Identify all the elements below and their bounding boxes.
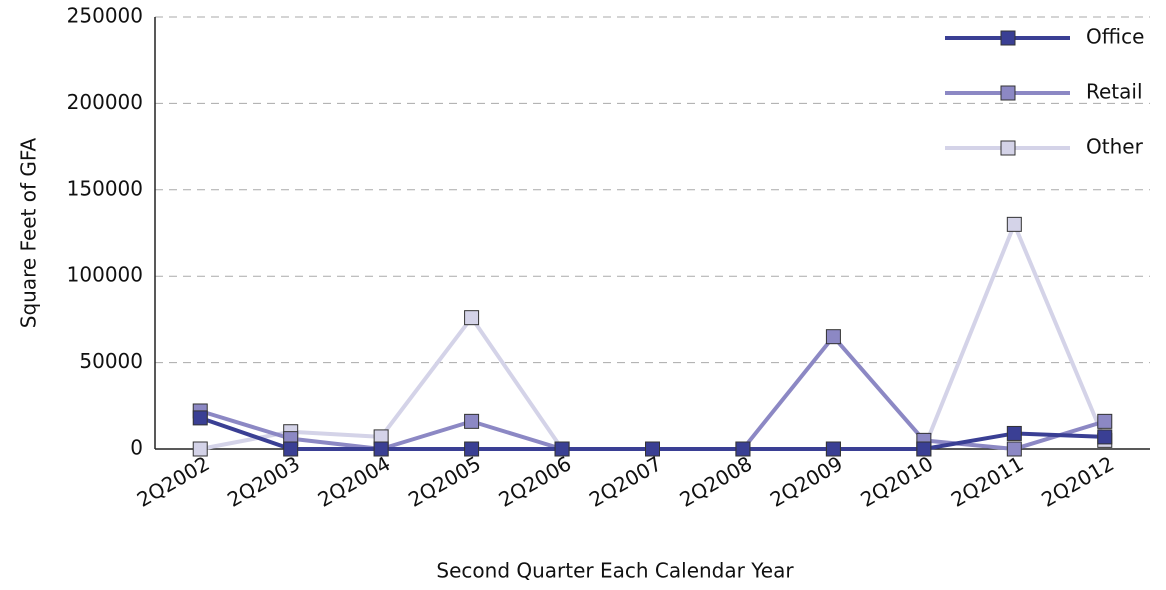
x-tick-label: 2Q2005	[404, 451, 485, 511]
x-tick-label: 2Q2010	[856, 451, 937, 511]
series-line	[199, 222, 1107, 451]
x-tick-label: 2Q2003	[223, 451, 304, 511]
point-marker	[645, 441, 660, 457]
legend-marker	[1000, 85, 1016, 101]
point-marker	[192, 441, 208, 457]
x-tick-label: 2Q2007	[585, 451, 666, 511]
x-tick-label: 2Q2008	[675, 451, 756, 511]
legend-label: Office	[1086, 25, 1144, 49]
point-marker	[1006, 441, 1022, 457]
point-marker	[1097, 429, 1113, 445]
legend-marker	[1000, 30, 1016, 46]
y-tick-label: 100000	[67, 263, 143, 287]
y-tick-label: 150000	[67, 176, 143, 200]
series-line	[199, 334, 1106, 451]
x-tick-label: 2Q2004	[314, 451, 395, 511]
x-axis-title: Second Quarter Each Calendar Year	[436, 559, 794, 583]
legend-marker	[1000, 140, 1016, 156]
point-marker	[1006, 425, 1022, 441]
point-marker	[825, 441, 841, 457]
y-tick-label: 250000	[67, 4, 143, 28]
legend-label: Other	[1086, 135, 1144, 159]
point-marker	[464, 441, 480, 457]
legend-label: Retail	[1086, 80, 1143, 104]
point-marker	[825, 329, 841, 345]
y-tick-label: 200000	[67, 90, 143, 114]
y-tick-label: 0	[130, 436, 143, 460]
x-tick-label: 2Q2012	[1037, 451, 1118, 511]
point-marker	[735, 441, 751, 457]
y-axis-title: Square Feet of GFA	[17, 137, 41, 328]
point-marker	[1097, 413, 1113, 429]
x-tick-label: 2Q2009	[766, 451, 847, 511]
point-marker	[464, 413, 480, 429]
x-tick-label: 2Q2011	[947, 451, 1028, 511]
point-marker	[373, 441, 389, 457]
point-marker	[283, 441, 299, 457]
point-marker	[1006, 216, 1022, 232]
point-marker	[464, 310, 480, 326]
point-marker	[192, 410, 208, 426]
x-tick-label: 2Q2002	[133, 451, 214, 511]
x-tick-label: 2Q2006	[495, 451, 576, 511]
point-marker	[554, 441, 570, 457]
point-marker	[916, 441, 932, 457]
y-tick-label: 50000	[79, 349, 143, 373]
